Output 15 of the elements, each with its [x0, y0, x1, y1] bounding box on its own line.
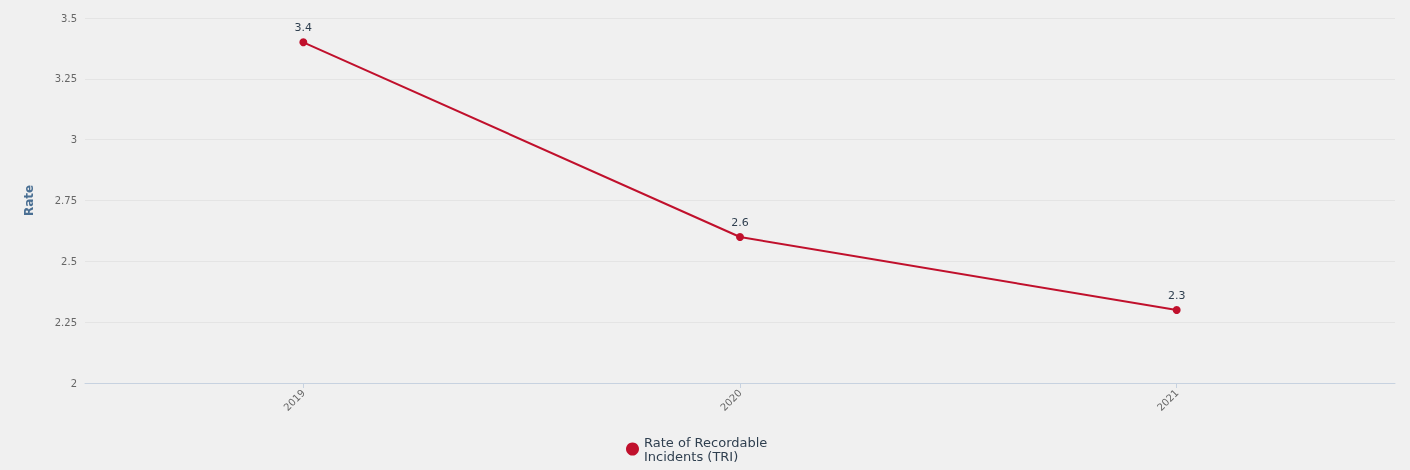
y-tick-label: 2.75	[54, 195, 77, 206]
y-tick-label: 3.25	[54, 73, 77, 85]
y-tick-label: 3.5	[61, 12, 77, 24]
y-tick-label: 2	[70, 377, 77, 389]
data-label: 3.4	[294, 21, 313, 35]
y-tick-label: 2.5	[61, 255, 77, 267]
y-tick-label: 3	[70, 134, 77, 146]
point	[1172, 306, 1181, 314]
legend-label: Rate of Recordable Incidents (TRI)	[644, 434, 772, 464]
data-label: 2.6	[731, 216, 749, 229]
point	[736, 233, 744, 241]
y-axis-title: Rate	[22, 184, 36, 217]
y-tick-label: 2.25	[54, 316, 77, 328]
point	[299, 38, 308, 47]
data-label: 2.3	[1167, 289, 1186, 302]
